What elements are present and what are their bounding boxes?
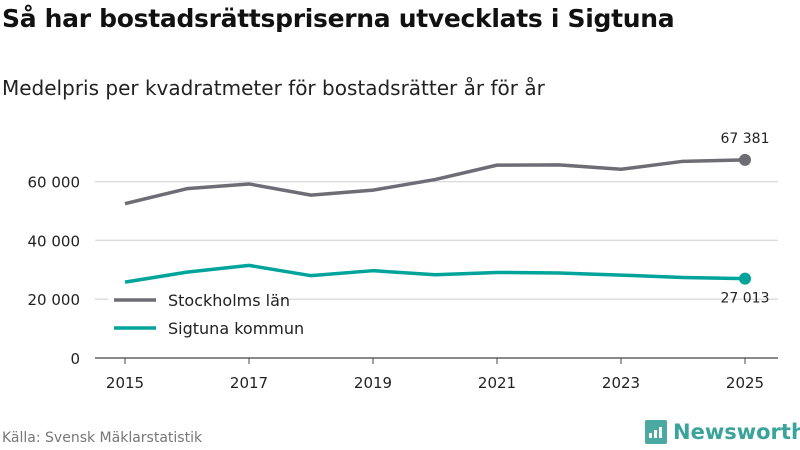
legend-box <box>108 285 278 345</box>
chart-title: Så har bostadsrättspriserna utvecklats i… <box>2 4 675 33</box>
end-point-1 <box>739 272 751 285</box>
y-tick-label: 60 000 <box>28 174 81 192</box>
y-tick-label: 20 000 <box>28 291 81 309</box>
chart-subtitle: Medelpris per kvadratmeter för bostadsrä… <box>2 76 545 100</box>
brand-name: Newsworthy <box>673 420 800 444</box>
end-point-0 <box>739 153 751 166</box>
end-value-label: 27 013 <box>721 291 770 307</box>
newsworthy-logo[interactable]: Newsworthy <box>645 420 800 444</box>
x-tick-label: 2025 <box>726 374 764 392</box>
y-tick-label: 0 <box>70 350 80 368</box>
x-tick-label: 2023 <box>602 374 640 392</box>
legend-label: Stockholms län <box>168 291 290 310</box>
end-value-label: 67 381 <box>721 131 770 147</box>
legend-label: Sigtuna kommun <box>168 319 304 338</box>
series-line-0 <box>124 158 746 206</box>
x-tick-label: 2017 <box>230 374 268 392</box>
logo-icon <box>645 420 667 444</box>
x-tick-label: 2015 <box>106 374 144 392</box>
y-tick-label: 40 000 <box>28 232 81 250</box>
x-tick-label: 2021 <box>478 374 516 392</box>
x-tick-label: 2019 <box>354 374 392 392</box>
series-line-1 <box>124 263 746 284</box>
source-note: Källa: Svensk Mäklarstatistik <box>2 430 203 446</box>
